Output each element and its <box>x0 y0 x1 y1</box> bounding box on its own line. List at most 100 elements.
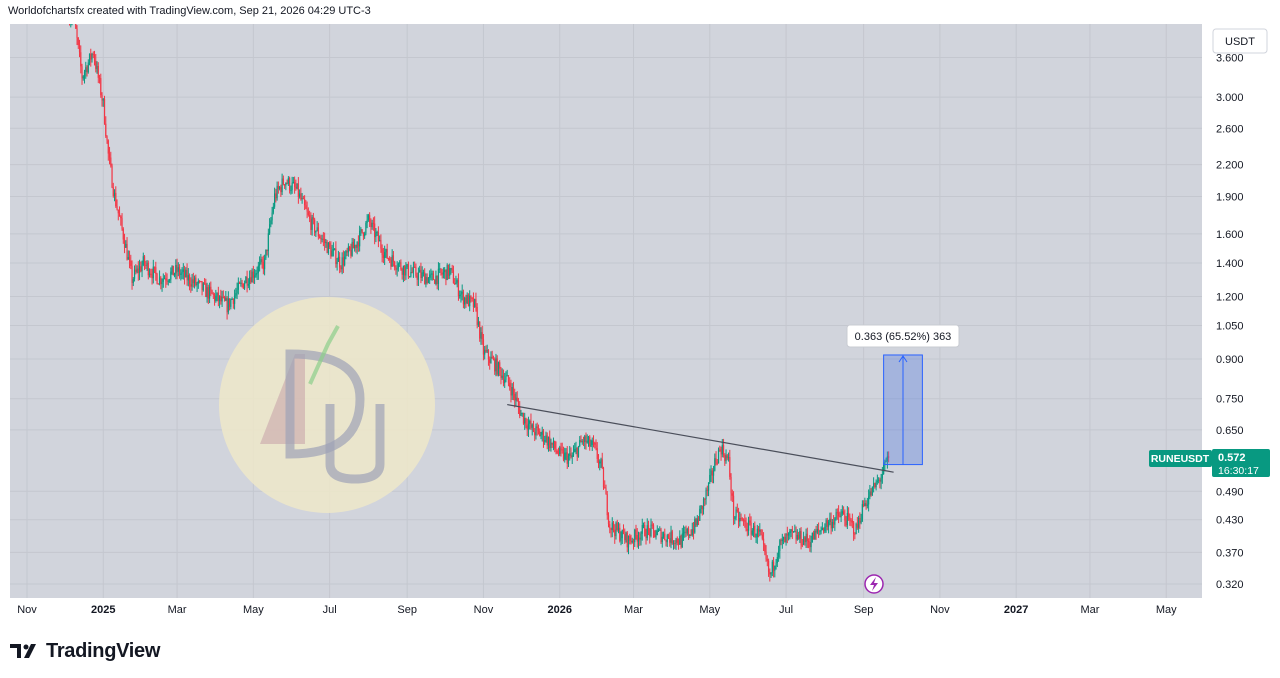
candle-body <box>600 459 602 462</box>
candle-body <box>77 37 79 46</box>
candle-body <box>260 259 262 263</box>
candle-body <box>386 249 388 259</box>
candle-body <box>561 449 563 451</box>
candle-body <box>347 246 349 253</box>
candle-body <box>766 559 768 561</box>
candle-body <box>325 242 327 244</box>
candle-body <box>520 413 522 416</box>
bar-countdown: 16:30:17 <box>1218 465 1259 477</box>
candle-body <box>536 426 538 428</box>
candle-body <box>435 275 437 284</box>
trendline[interactable] <box>507 403 894 473</box>
candle-body <box>863 504 865 507</box>
time-axis[interactable]: Nov 2025 Mar May Jul Sep Nov 2026 Mar May Jul Sep No… <box>17 604 1177 616</box>
candle-body <box>232 298 234 304</box>
candle-body <box>497 362 500 375</box>
price-tick-label: 0.490 <box>1216 486 1244 498</box>
candle-body <box>712 470 715 476</box>
candle-body <box>151 274 153 279</box>
candle-body <box>705 489 707 500</box>
candle-body <box>259 262 261 266</box>
candle-body <box>469 295 471 307</box>
candle-body <box>774 565 776 571</box>
candle-body <box>445 269 447 281</box>
candle-body <box>161 281 163 285</box>
candle-body <box>762 538 765 545</box>
candle-body <box>285 182 287 186</box>
candle-body <box>699 508 701 521</box>
candle-body <box>442 272 445 275</box>
candle-body <box>377 232 380 242</box>
candle-body <box>140 266 142 272</box>
lightning-icon[interactable] <box>864 574 884 594</box>
candle-body <box>848 512 850 517</box>
candle-body <box>871 486 873 496</box>
candle-body <box>138 266 141 273</box>
drawings[interactable]: 0.363 (65.52%) 363 <box>507 324 960 473</box>
candle-body <box>186 269 188 281</box>
candle-body <box>517 400 520 407</box>
currency-button[interactable]: USDT <box>1212 28 1268 54</box>
candle-body <box>309 215 311 219</box>
candle-body <box>379 240 381 242</box>
candle-body <box>102 98 104 101</box>
candle-body <box>827 521 830 527</box>
candle-body <box>702 498 705 510</box>
candle-body <box>696 518 698 526</box>
candle-body <box>367 215 369 220</box>
candle-body <box>821 527 823 531</box>
candle-body <box>146 262 148 266</box>
candle-body <box>366 219 368 223</box>
time-tick-label: Jul <box>779 604 793 616</box>
candle-body <box>337 256 339 262</box>
candle-body <box>716 462 718 464</box>
candle-body <box>201 281 203 291</box>
candle-body <box>812 532 815 540</box>
candle-body <box>861 504 863 521</box>
candle-body <box>275 193 277 199</box>
candle-body <box>127 257 129 260</box>
candle-body <box>294 182 296 187</box>
candle-body <box>677 542 680 545</box>
candle-body <box>251 271 253 283</box>
candle-body <box>710 470 712 475</box>
plot-background <box>10 24 1272 622</box>
candle-body <box>475 298 477 307</box>
candle-body <box>626 532 628 548</box>
candle-body <box>331 250 333 257</box>
time-axis-background <box>10 598 1202 622</box>
price-tick-label: 1.900 <box>1216 192 1244 204</box>
time-tick-label: Nov <box>930 604 950 616</box>
candle-body <box>625 532 627 541</box>
price-tick-label: 0.370 <box>1216 547 1244 559</box>
chart-canvas[interactable]: 0.363 (65.52%) 363 3.600 3.000 2.600 2.200 1… <box>10 24 1272 622</box>
symbol-price-tag[interactable]: RUNEUSDT 0.572 16:30:17 <box>1149 449 1270 477</box>
candle-body <box>227 298 229 313</box>
candle-body <box>780 540 782 542</box>
candle-body <box>665 539 667 543</box>
price-axis[interactable]: 3.600 3.000 2.600 2.200 1.900 1.600 1.400 1.200… <box>1216 53 1244 591</box>
candle-body <box>374 223 376 238</box>
candle-body <box>651 524 653 526</box>
candle-body <box>345 251 347 257</box>
candle-body <box>670 531 672 543</box>
candle-body <box>567 455 570 464</box>
tradingview-logo[interactable]: TradingView <box>10 640 160 662</box>
candle-body <box>721 445 723 455</box>
candle-body <box>135 269 137 272</box>
candle-body <box>217 292 219 302</box>
candle-body <box>153 266 156 268</box>
candle-body <box>177 267 179 272</box>
candle-body <box>444 269 446 273</box>
candle-body <box>290 190 292 192</box>
candle-body <box>830 518 832 529</box>
candle-body <box>148 273 151 276</box>
chart-frame[interactable]: 0.363 (65.52%) 363 3.600 3.000 2.600 2.200 1… <box>10 24 1272 622</box>
last-price-box <box>1212 449 1270 477</box>
candle-body <box>846 512 848 526</box>
candle-body <box>522 413 525 424</box>
candle-body <box>879 479 881 482</box>
candle-body <box>685 531 687 534</box>
candle-body <box>82 76 84 79</box>
candle-body <box>635 529 637 536</box>
